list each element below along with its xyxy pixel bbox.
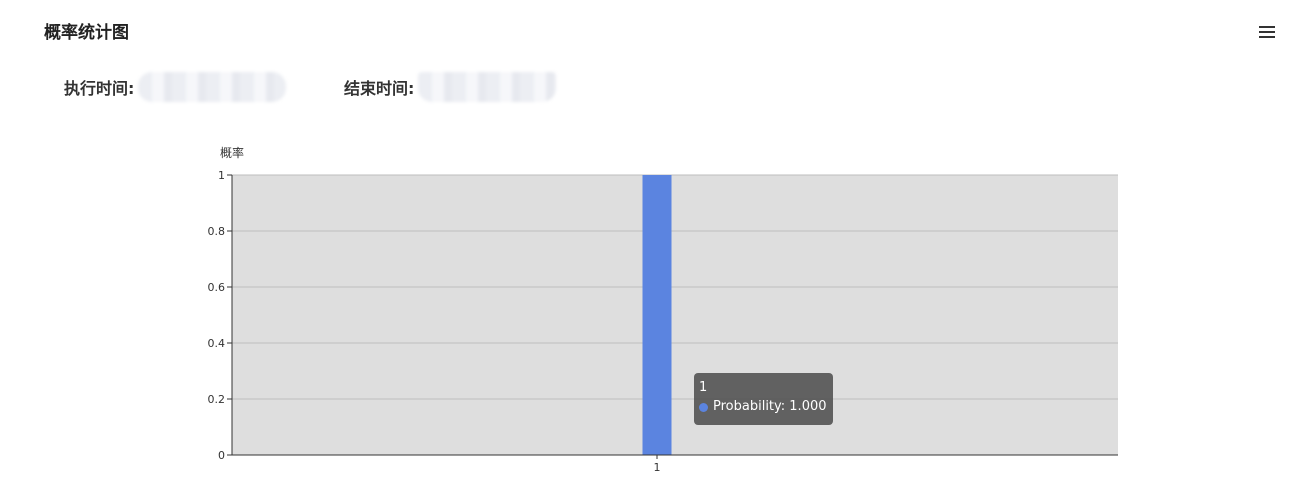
tooltip-line: Probability: 1.000 bbox=[699, 397, 828, 417]
end-time-row: 结束时间: bbox=[344, 72, 557, 102]
end-time-value bbox=[418, 72, 557, 102]
y-tick-label: 0 bbox=[218, 449, 225, 462]
axes: 0 0.2 0.4 0.6 0.8 1 1 bbox=[208, 169, 1118, 474]
y-axis-label: 概率 bbox=[220, 145, 244, 160]
y-tick-label: 1 bbox=[218, 169, 225, 182]
tooltip-title: 1 bbox=[699, 380, 708, 395]
exec-time-label: 执行时间: bbox=[64, 79, 135, 98]
x-tick-label: 1 bbox=[654, 461, 661, 474]
plot-background bbox=[232, 175, 1118, 455]
y-tick-label: 0.8 bbox=[208, 225, 226, 238]
exec-time-value bbox=[138, 72, 287, 102]
menu-bar bbox=[1259, 31, 1275, 33]
menu-bar bbox=[1259, 36, 1275, 38]
exec-time-row: 执行时间: bbox=[64, 72, 287, 102]
bars bbox=[642, 175, 672, 455]
bar bbox=[642, 175, 672, 455]
y-tick-label: 0.6 bbox=[208, 281, 226, 294]
series-dot-icon bbox=[699, 402, 708, 412]
menu-bar bbox=[1259, 26, 1275, 28]
page-title: 概率统计图 bbox=[44, 23, 129, 43]
end-time-label: 结束时间: bbox=[344, 79, 415, 98]
y-tick-label: 0.2 bbox=[208, 393, 226, 406]
tooltip-label: Probability: 1.000 bbox=[713, 399, 827, 414]
y-tick-label: 0.4 bbox=[208, 337, 226, 350]
grid-lines bbox=[232, 174, 1118, 400]
hamburger-menu-icon[interactable] bbox=[1258, 24, 1276, 40]
chart-tooltip: 1 Probability: 1.000 bbox=[694, 373, 833, 425]
